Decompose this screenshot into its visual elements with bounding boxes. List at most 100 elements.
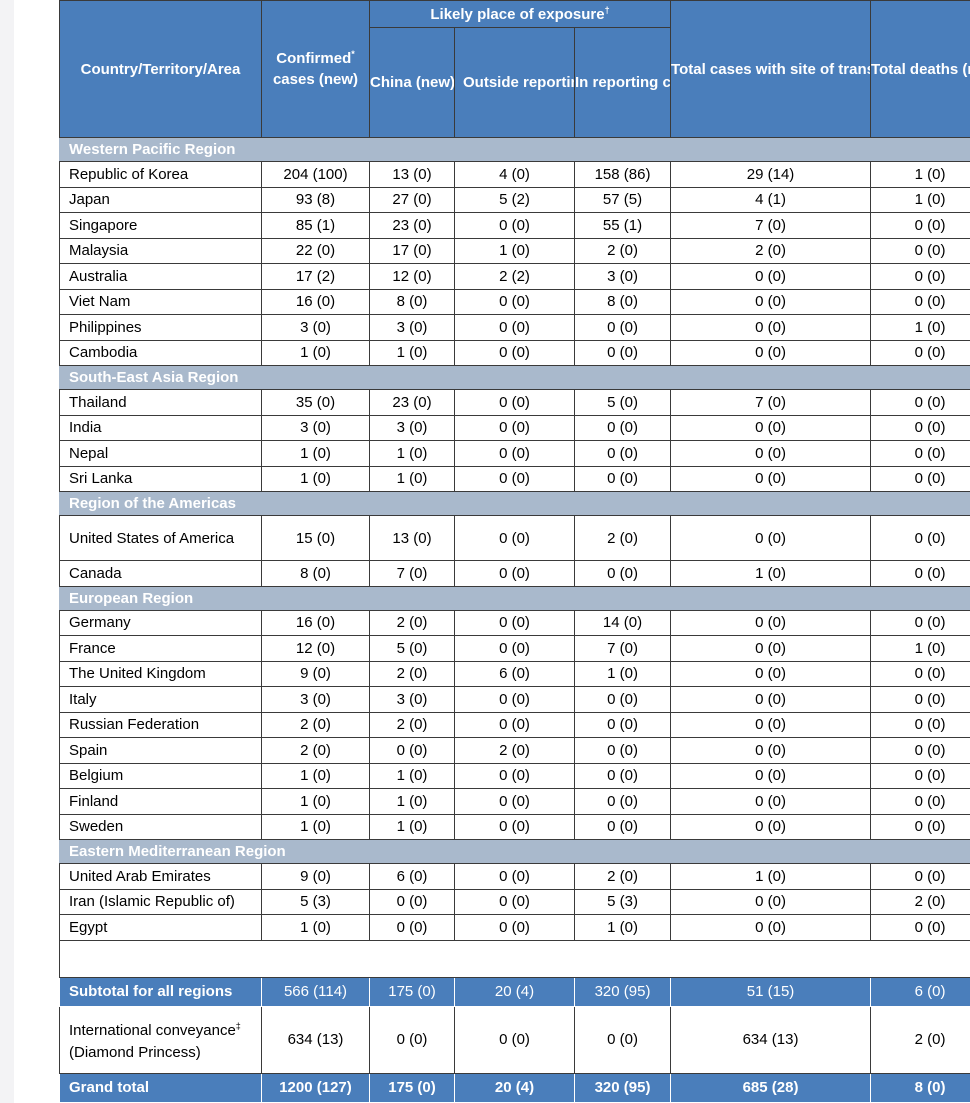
value-cell: 7 (0)	[670, 212, 872, 239]
value-cell: 0 (0)	[454, 914, 575, 941]
value-cell: 3 (0)	[261, 686, 370, 713]
value-cell: 4 (1)	[670, 186, 872, 213]
value-cell: 0 (0)	[573, 314, 672, 341]
value-cell: 0 (0)	[870, 863, 970, 890]
value-cell: 1 (0)	[261, 762, 370, 789]
value-cell: 0 (0)	[670, 888, 872, 915]
value-cell: 1 (0)	[870, 186, 970, 213]
value-cell: 15 (0)	[261, 515, 370, 561]
value-cell: 0 (0)	[573, 440, 672, 467]
value-cell: 0 (0)	[369, 737, 455, 764]
table-row: Canada 8 (0) 7 (0) 0 (0) 0 (0) 1 (0) 0 (0)	[59, 560, 970, 587]
table-row: Thailand 35 (0) 23 (0) 0 (0) 5 (0) 7 (0) 0 (0)	[59, 389, 970, 416]
value-cell: 0 (0)	[670, 314, 872, 341]
table-row: Belgium 1 (0) 1 (0) 0 (0) 0 (0) 0 (0) 0 (0)	[59, 762, 970, 789]
value-cell: 1 (0)	[369, 788, 455, 815]
value-cell: 1 (0)	[369, 465, 455, 492]
header-in-reporting: In reporting country (new)	[573, 27, 672, 138]
value-cell: 0 (0)	[870, 686, 970, 713]
region-header-row: Eastern Mediterranean Region	[58, 839, 970, 864]
value-cell: 0 (0)	[454, 389, 575, 416]
value-cell: 0 (0)	[670, 263, 872, 290]
value-cell: 0 (0)	[454, 686, 575, 713]
value-cell: 2 (0)	[369, 609, 455, 636]
value-cell: 0 (0)	[670, 465, 872, 492]
value-cell: 0 (0)	[454, 888, 575, 915]
conveyance-value: 0 (0)	[573, 1005, 672, 1074]
value-cell: 1 (0)	[261, 440, 370, 467]
value-cell: 0 (0)	[573, 414, 672, 441]
value-cell: 3 (0)	[369, 314, 455, 341]
table-row: France 12 (0) 5 (0) 0 (0) 7 (0) 0 (0) 1 (0)	[59, 635, 970, 662]
conveyance-value: 2 (0)	[870, 1005, 970, 1074]
value-cell: 0 (0)	[670, 288, 872, 315]
value-cell: 22 (0)	[261, 237, 370, 264]
value-cell: 16 (0)	[261, 609, 370, 636]
value-cell: 0 (0)	[870, 609, 970, 636]
table-row: Spain 2 (0) 0 (0) 2 (0) 0 (0) 0 (0) 0 (0)	[59, 737, 970, 764]
table-row: Malaysia 22 (0) 17 (0) 1 (0) 2 (0) 2 (0) 0 (0)	[59, 237, 970, 264]
value-cell: 0 (0)	[870, 788, 970, 815]
value-cell: 0 (0)	[573, 711, 672, 738]
value-cell: 0 (0)	[454, 813, 575, 840]
value-cell: 0 (0)	[870, 212, 970, 239]
value-cell: 0 (0)	[870, 660, 970, 687]
country-cell: Iran (Islamic Republic of)	[59, 888, 262, 915]
value-cell: 0 (0)	[870, 389, 970, 416]
value-cell: 0 (0)	[573, 762, 672, 789]
header-confirmed-mark: *	[351, 49, 355, 59]
value-cell: 0 (0)	[454, 711, 575, 738]
value-cell: 0 (0)	[670, 440, 872, 467]
value-cell: 3 (0)	[573, 263, 672, 290]
subtotal-value: 51 (15)	[670, 976, 872, 1007]
value-cell: 29 (14)	[670, 161, 872, 188]
value-cell: 0 (0)	[870, 465, 970, 492]
value-cell: 0 (0)	[870, 440, 970, 467]
country-cell: Cambodia	[59, 339, 262, 366]
value-cell: 1 (0)	[870, 314, 970, 341]
value-cell: 0 (0)	[454, 314, 575, 341]
value-cell: 0 (0)	[870, 560, 970, 587]
table-header: Country/Territory/Area Confirmed* cases (…	[59, 0, 970, 138]
value-cell: 23 (0)	[369, 389, 455, 416]
value-cell: 0 (0)	[454, 212, 575, 239]
grand-total-label: Grand total	[59, 1072, 262, 1103]
value-cell: 0 (0)	[870, 414, 970, 441]
conveyance-label-mark: ‡	[235, 1021, 241, 1031]
value-cell: 85 (1)	[261, 212, 370, 239]
value-cell: 0 (0)	[454, 288, 575, 315]
table-row: Iran (Islamic Republic of) 5 (3) 0 (0) 0 (0…	[59, 888, 970, 915]
spacer-row	[58, 939, 970, 978]
table-row: Cambodia 1 (0) 1 (0) 0 (0) 0 (0) 0 (0) 0 (0)	[59, 339, 970, 366]
header-china: China (new)	[369, 27, 455, 138]
left-margin	[0, 0, 14, 1103]
value-cell: 3 (0)	[261, 314, 370, 341]
table-row: Egypt 1 (0) 0 (0) 0 (0) 1 (0) 0 (0) 0 (0)	[59, 914, 970, 941]
value-cell: 7 (0)	[670, 389, 872, 416]
grand-total-value: 685 (28)	[670, 1072, 872, 1103]
header-exposure-mark: †	[604, 4, 610, 15]
table-row: Japan 93 (8) 27 (0) 5 (2) 57 (5) 4 (1) 1 (0)	[59, 186, 970, 213]
value-cell: 1 (0)	[670, 560, 872, 587]
grand-total-value: 1200 (127)	[261, 1072, 370, 1103]
value-cell: 3 (0)	[261, 414, 370, 441]
value-cell: 4 (0)	[454, 161, 575, 188]
value-cell: 1 (0)	[261, 465, 370, 492]
value-cell: 8 (0)	[261, 560, 370, 587]
country-cell: Russian Federation	[59, 711, 262, 738]
value-cell: 0 (0)	[670, 660, 872, 687]
value-cell: 57 (5)	[573, 186, 672, 213]
value-cell: 0 (0)	[573, 788, 672, 815]
value-cell: 0 (0)	[573, 737, 672, 764]
table-row: United Arab Emirates 9 (0) 6 (0) 0 (0) 2 (0)…	[59, 863, 970, 890]
value-cell: 0 (0)	[369, 914, 455, 941]
value-cell: 0 (0)	[454, 414, 575, 441]
region-name: South-East Asia Region	[58, 365, 970, 390]
subtotal-value: 20 (4)	[454, 976, 575, 1007]
table-row: Sri Lanka 1 (0) 1 (0) 0 (0) 0 (0) 0 (0) 0 (0)	[59, 465, 970, 492]
table-row: Philippines 3 (0) 3 (0) 0 (0) 0 (0) 0 (0) 1 (0…	[59, 314, 970, 341]
value-cell: 35 (0)	[261, 389, 370, 416]
country-cell: Germany	[59, 609, 262, 636]
value-cell: 1 (0)	[670, 863, 872, 890]
value-cell: 0 (0)	[870, 711, 970, 738]
